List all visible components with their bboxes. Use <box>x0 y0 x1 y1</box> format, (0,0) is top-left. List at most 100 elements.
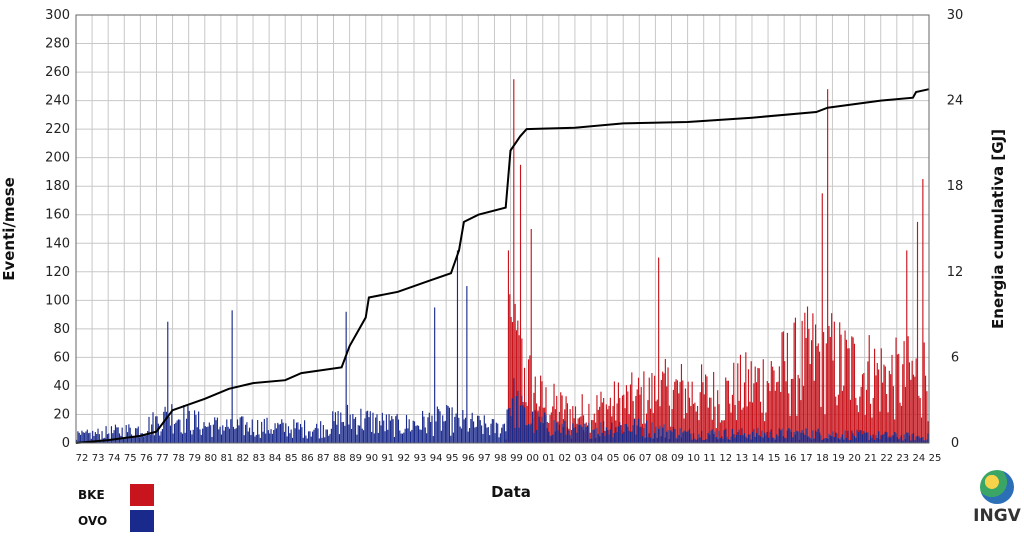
bar-ovo <box>733 434 735 443</box>
bar-ovo <box>855 437 857 443</box>
bar-ovo <box>147 430 149 443</box>
bar-ovo <box>169 425 172 443</box>
bar-bke <box>691 381 693 443</box>
bar-bke <box>912 374 915 443</box>
bar-ovo <box>808 436 810 443</box>
bar-ovo <box>727 439 729 443</box>
bar-ovo <box>338 434 341 443</box>
bar-ovo <box>841 434 843 443</box>
bar-ovo <box>139 437 141 443</box>
bar-ovo <box>802 432 805 443</box>
bar-ovo <box>444 420 446 443</box>
bar-bke <box>623 394 625 443</box>
bar-bke <box>788 393 790 443</box>
bar-bke <box>820 406 822 443</box>
bar-bke <box>899 402 901 443</box>
bar-ovo <box>675 437 677 443</box>
bar-ovo <box>676 439 678 443</box>
bar-bke <box>749 401 751 443</box>
bar-ovo <box>912 433 915 443</box>
bar-ovo <box>702 440 704 443</box>
bar-bke <box>718 404 720 443</box>
bar-ovo <box>173 423 176 443</box>
bar-ovo <box>440 430 442 443</box>
bar-ovo <box>718 430 720 443</box>
bar-bke <box>764 421 766 443</box>
bar-ovo <box>251 419 253 443</box>
bar-bke <box>778 366 780 443</box>
bar-bke <box>871 417 873 443</box>
bar-ovo <box>611 422 613 443</box>
bar-ovo <box>334 412 336 443</box>
bar-ovo <box>411 429 413 443</box>
bar-ovo <box>719 437 721 443</box>
bar-bke <box>692 403 695 443</box>
bar-ovo <box>589 438 591 443</box>
bar-ovo <box>208 422 210 443</box>
bar-ovo <box>349 414 351 443</box>
bar-ovo <box>628 430 630 443</box>
bar-ovo <box>540 422 542 443</box>
bar-bke <box>597 409 599 443</box>
bar-ovo <box>888 436 890 443</box>
bar-bke <box>671 409 673 443</box>
bar-bke <box>785 381 787 443</box>
bar-ovo <box>254 436 256 443</box>
bar-bke <box>855 397 857 443</box>
bar-ovo <box>141 433 143 443</box>
x-tick-label: 08 <box>655 453 668 464</box>
bar-bke <box>601 402 603 443</box>
bar-ovo <box>839 439 841 443</box>
bar-bke <box>582 415 585 443</box>
bar-ovo <box>301 427 303 443</box>
bar-ovo <box>747 434 750 443</box>
bar-bke <box>907 336 909 443</box>
bar-bke <box>751 402 754 443</box>
bar-ovo <box>896 437 898 443</box>
bar-ovo <box>871 437 873 443</box>
bar-ovo <box>157 423 159 443</box>
bar-ovo <box>852 433 854 443</box>
bar-bke <box>650 408 652 443</box>
bar-bke <box>801 320 803 443</box>
bar-bke <box>864 415 866 443</box>
bar-ovo <box>458 417 460 443</box>
y-axis-title: Eventi/mese <box>0 177 18 281</box>
bar-bke <box>648 377 650 443</box>
bar-ovo <box>703 439 705 443</box>
bar-bke <box>845 339 847 443</box>
x-tick-label: 72 <box>76 453 89 464</box>
bar-ovo <box>383 420 385 443</box>
bar-bke <box>729 403 731 443</box>
y2-axis-title: Energia cumulativa [GJ] <box>989 129 1007 329</box>
bar-bke <box>722 420 724 443</box>
bar-ovo <box>412 420 414 443</box>
bar-ovo <box>556 422 558 443</box>
bar-bke <box>707 407 709 443</box>
bar-ovo <box>591 438 593 443</box>
bar-ovo <box>664 437 666 443</box>
bar-bke <box>841 390 843 443</box>
bar-bke <box>608 405 610 443</box>
bar-ovo <box>789 429 791 443</box>
bar-bke <box>541 381 543 443</box>
bar-ovo <box>635 434 637 443</box>
bar-ovo <box>261 421 263 443</box>
x-tick-label: 20 <box>848 453 861 464</box>
bar-bke <box>746 406 748 443</box>
y-tick-label: 220 <box>45 122 70 137</box>
bar-ovo <box>781 428 783 443</box>
bar-bke <box>888 370 890 443</box>
bar-ovo <box>920 437 923 443</box>
bar-ovo <box>731 428 733 443</box>
bar-bke <box>690 406 692 443</box>
bar-ovo <box>876 437 878 443</box>
bar-bke <box>769 391 771 443</box>
bar-ovo <box>203 422 205 443</box>
bar-ovo <box>705 439 707 443</box>
bar-ovo <box>730 436 732 443</box>
bar-bke <box>920 417 923 443</box>
bar-bke <box>517 320 519 443</box>
bar-ovo <box>228 428 231 443</box>
bar-ovo <box>700 430 703 443</box>
